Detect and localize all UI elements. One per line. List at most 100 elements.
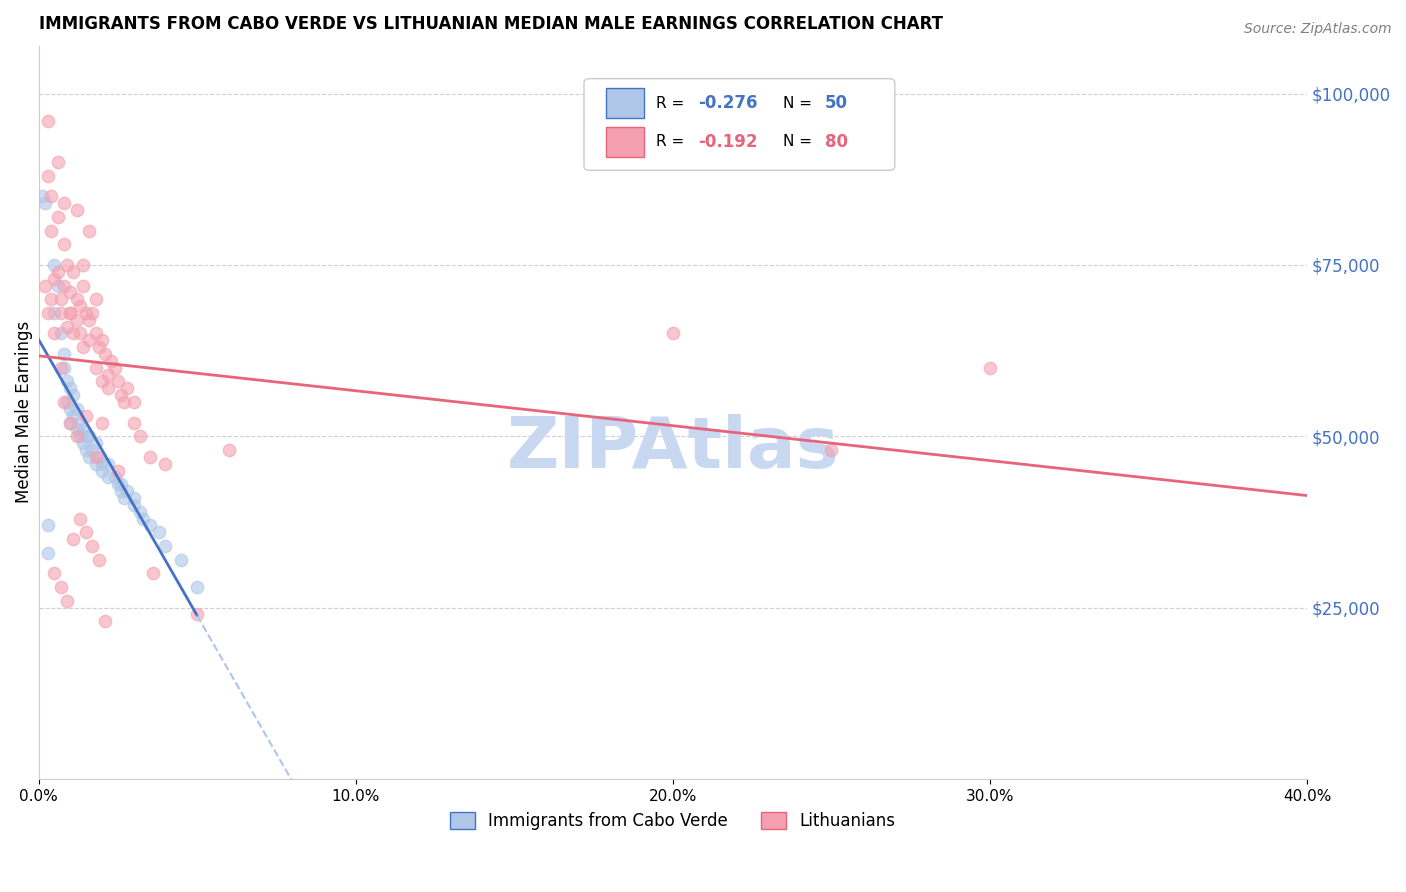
Text: 80: 80: [825, 133, 848, 151]
Point: [110, 477, 132, 491]
Text: R =: R =: [657, 135, 689, 149]
Point: [155, 539, 177, 553]
Point: [37, 114, 59, 128]
Point: [91, 334, 114, 348]
Point: [100, 354, 122, 368]
Point: [75, 409, 97, 423]
Point: [56, 258, 79, 272]
Point: [186, 607, 208, 622]
Point: [46, 210, 69, 224]
Point: [44, 326, 66, 341]
Point: [52, 395, 75, 409]
Legend: Immigrants from Cabo Verde, Lithuanians: Immigrants from Cabo Verde, Lithuanians: [443, 805, 903, 837]
Point: [75, 306, 97, 320]
Point: [148, 525, 170, 540]
Point: [69, 511, 91, 525]
Point: [97, 381, 120, 395]
Point: [72, 422, 94, 436]
Y-axis label: Median Male Earnings: Median Male Earnings: [15, 321, 32, 503]
Point: [104, 360, 127, 375]
Point: [39, 189, 62, 203]
Point: [72, 436, 94, 450]
Point: [59, 306, 82, 320]
Point: [65, 429, 87, 443]
Point: [84, 450, 107, 464]
Point: [138, 450, 160, 464]
Point: [91, 457, 114, 471]
Point: [91, 375, 114, 389]
Point: [117, 484, 139, 499]
Point: [132, 511, 155, 525]
Point: [186, 580, 208, 594]
Point: [87, 552, 110, 566]
FancyBboxPatch shape: [583, 78, 894, 170]
Point: [112, 395, 135, 409]
Point: [49, 292, 72, 306]
Point: [69, 299, 91, 313]
Point: [97, 470, 120, 484]
Point: [84, 436, 107, 450]
Point: [56, 319, 79, 334]
Bar: [606, 128, 644, 156]
Point: [46, 278, 69, 293]
Point: [52, 278, 75, 293]
Point: [56, 593, 79, 607]
Point: [39, 224, 62, 238]
Point: [820, 442, 842, 457]
Point: [39, 292, 62, 306]
Point: [72, 340, 94, 354]
Point: [49, 306, 72, 320]
Point: [52, 360, 75, 375]
Point: [75, 429, 97, 443]
Point: [59, 401, 82, 416]
Point: [46, 265, 69, 279]
Text: R =: R =: [657, 95, 689, 111]
Point: [87, 450, 110, 464]
Point: [49, 360, 72, 375]
Point: [69, 416, 91, 430]
Point: [97, 457, 120, 471]
Point: [65, 292, 87, 306]
Point: [91, 464, 114, 478]
Point: [218, 442, 240, 457]
Point: [79, 429, 101, 443]
Point: [79, 450, 101, 464]
Point: [138, 518, 160, 533]
Point: [37, 306, 59, 320]
Point: [82, 539, 104, 553]
Point: [62, 326, 84, 341]
Point: [122, 491, 145, 505]
Point: [122, 498, 145, 512]
Point: [44, 566, 66, 581]
Point: [79, 224, 101, 238]
Point: [129, 429, 152, 443]
Point: [170, 552, 193, 566]
Point: [65, 401, 87, 416]
Text: N =: N =: [783, 95, 817, 111]
Point: [84, 457, 107, 471]
Point: [91, 416, 114, 430]
Point: [65, 422, 87, 436]
Point: [979, 360, 1001, 375]
Point: [94, 615, 117, 629]
Point: [52, 237, 75, 252]
Text: -0.192: -0.192: [699, 133, 758, 151]
Point: [44, 271, 66, 285]
Point: [46, 155, 69, 169]
Point: [97, 368, 120, 382]
Point: [31, 189, 53, 203]
Point: [82, 442, 104, 457]
Point: [59, 416, 82, 430]
Point: [155, 457, 177, 471]
Point: [75, 442, 97, 457]
Point: [84, 360, 107, 375]
Point: [65, 203, 87, 218]
Point: [142, 566, 165, 581]
Text: ZIPAtlas: ZIPAtlas: [506, 415, 839, 483]
Text: N =: N =: [783, 135, 817, 149]
Point: [122, 395, 145, 409]
Point: [62, 532, 84, 546]
Point: [107, 477, 129, 491]
Text: -0.276: -0.276: [699, 94, 758, 112]
Point: [72, 278, 94, 293]
